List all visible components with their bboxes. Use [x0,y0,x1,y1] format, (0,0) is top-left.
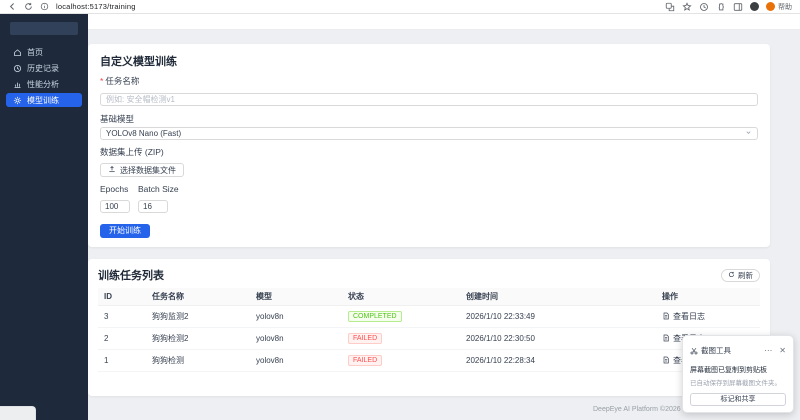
col-name: 任务名称 [146,288,250,306]
footer-copyright: DeepEye AI Platform ©2026 [593,406,681,413]
cell-created: 2026/1/10 22:30:50 [460,327,656,350]
notification-title: 截图工具 [701,346,731,355]
dataset-label: 数据集上传 (ZIP) [100,147,164,157]
sidebar: 首页 历史记录 性能分析 模型训练 [0,14,88,420]
sidebar-item-analytics[interactable]: 性能分析 [6,77,82,91]
base-model-select[interactable]: YOLOv8 Nano (Fast) [100,127,758,140]
document-icon [662,334,670,344]
cell-created: 2026/1/10 22:28:34 [460,349,656,372]
snipping-tool-notification: 截图工具 ⋯ ✕ 屏幕截图已复制到剪贴板 已自动保存到屏幕截图文件夹。 标记和共… [682,334,794,413]
task-list-card: 训练任务列表 刷新 ID 任务名称 模型 状态 [88,259,770,396]
browser-status-chip [0,406,36,420]
status-badge: COMPLETED [348,311,402,322]
start-training-button[interactable]: 开始训练 [100,223,150,238]
bookmark-star-icon[interactable] [682,1,692,12]
cell-id: 1 [98,349,146,372]
col-model: 模型 [250,288,342,306]
col-action: 操作 [656,288,760,306]
task-name-label: * 任务名称 [100,76,140,86]
cell-model: yolov8n [250,327,342,350]
table-row: 2 狗狗检测2 yolov8n FAILED 2026/1/10 22:30:5… [98,327,760,350]
extension-avatar-icon[interactable] [750,2,759,11]
status-badge: FAILED [348,355,383,366]
chart-icon [13,80,22,89]
dataset-upload-button[interactable]: 选择数据集文件 [100,163,184,177]
refresh-icon [728,271,735,280]
main-area: 自定义模型训练 *任务名称 基础模型 YOLOv8 Nano (Fast) [88,14,800,420]
profile-label: 帮助 [778,3,792,11]
app-header-bar [88,14,800,30]
snipping-tool-icon [690,342,698,360]
upload-icon [108,165,116,175]
col-status: 状态 [342,288,460,306]
notification-close-icon[interactable]: ✕ [779,345,786,355]
site-info-icon[interactable] [40,2,49,11]
batch-size-input[interactable] [138,200,168,213]
view-logs-link[interactable]: 查看日志 [662,311,705,322]
epochs-label: Epochs [100,184,129,194]
chevron-down-icon [745,129,752,138]
refresh-button[interactable]: 刷新 [721,268,760,282]
address-bar-url[interactable]: localhost:5173/training [56,2,136,11]
browser-profile-chip[interactable]: 帮助 [766,2,792,12]
cell-id: 3 [98,305,146,328]
sidebar-item-home[interactable]: 首页 [6,45,82,59]
cell-id: 2 [98,327,146,350]
document-icon [662,312,670,322]
sidebar-item-label: 首页 [27,47,43,57]
required-asterisk: * [100,76,104,86]
task-table: ID 任务名称 模型 状态 创建时间 操作 3 狗狗监测2 yolov8n [98,288,760,372]
base-model-label: 基础模型 [100,114,135,124]
cell-name: 狗狗监测2 [146,305,250,328]
cell-model: yolov8n [250,305,342,328]
cell-name: 狗狗检测 [146,349,250,372]
notification-message: 屏幕截图已复制到剪贴板 [690,366,767,374]
sidebar-item-training[interactable]: 模型训练 [6,93,82,107]
markup-share-button[interactable]: 标记和共享 [690,392,786,406]
table-row: 1 狗狗检测 yolov8n FAILED 2026/1/10 22:28:34… [98,349,760,372]
reload-icon[interactable] [24,2,33,11]
history-icon [13,64,22,73]
col-created: 创建时间 [460,288,656,306]
notification-submessage: 已自动保存到屏幕截图文件夹。 [690,379,781,387]
sidebar-item-label: 性能分析 [27,79,59,89]
app-logo [10,22,78,35]
sidebar-item-label: 模型训练 [27,95,59,105]
status-badge: FAILED [348,333,383,344]
pagination: 1 [98,377,760,390]
history-clock-icon[interactable] [699,2,709,12]
cell-model: yolov8n [250,349,342,372]
task-name-input[interactable] [100,93,758,106]
training-form-card: 自定义模型训练 *任务名称 基础模型 YOLOv8 Nano (Fast) [88,44,770,247]
form-title: 自定义模型训练 [100,56,177,68]
browser-toolbar: localhost:5173/training 帮助 [0,0,800,14]
app-window: 首页 历史记录 性能分析 模型训练 自定义模型训练 [0,14,800,420]
table-row: 3 狗狗监测2 yolov8n COMPLETED 2026/1/10 22:3… [98,305,760,328]
sidebar-item-label: 历史记录 [27,63,59,73]
epochs-input[interactable] [100,200,130,213]
notification-more-icon[interactable]: ⋯ [764,345,773,355]
table-header-row: ID 任务名称 模型 状态 创建时间 操作 [98,288,760,306]
back-icon[interactable] [8,2,17,11]
translate-icon[interactable] [665,2,675,12]
task-list-title: 训练任务列表 [98,270,164,282]
profile-avatar-icon [766,2,775,11]
gear-icon [13,96,22,105]
col-id: ID [98,288,146,306]
side-panel-icon[interactable] [733,2,743,12]
home-icon [13,48,22,57]
base-model-value: YOLOv8 Nano (Fast) [106,129,182,138]
extensions-puzzle-icon[interactable] [716,2,726,12]
document-icon [662,356,670,366]
cell-name: 狗狗检测2 [146,327,250,350]
sidebar-item-history[interactable]: 历史记录 [6,61,82,75]
batch-size-label: Batch Size [138,184,179,194]
cell-created: 2026/1/10 22:33:49 [460,305,656,328]
